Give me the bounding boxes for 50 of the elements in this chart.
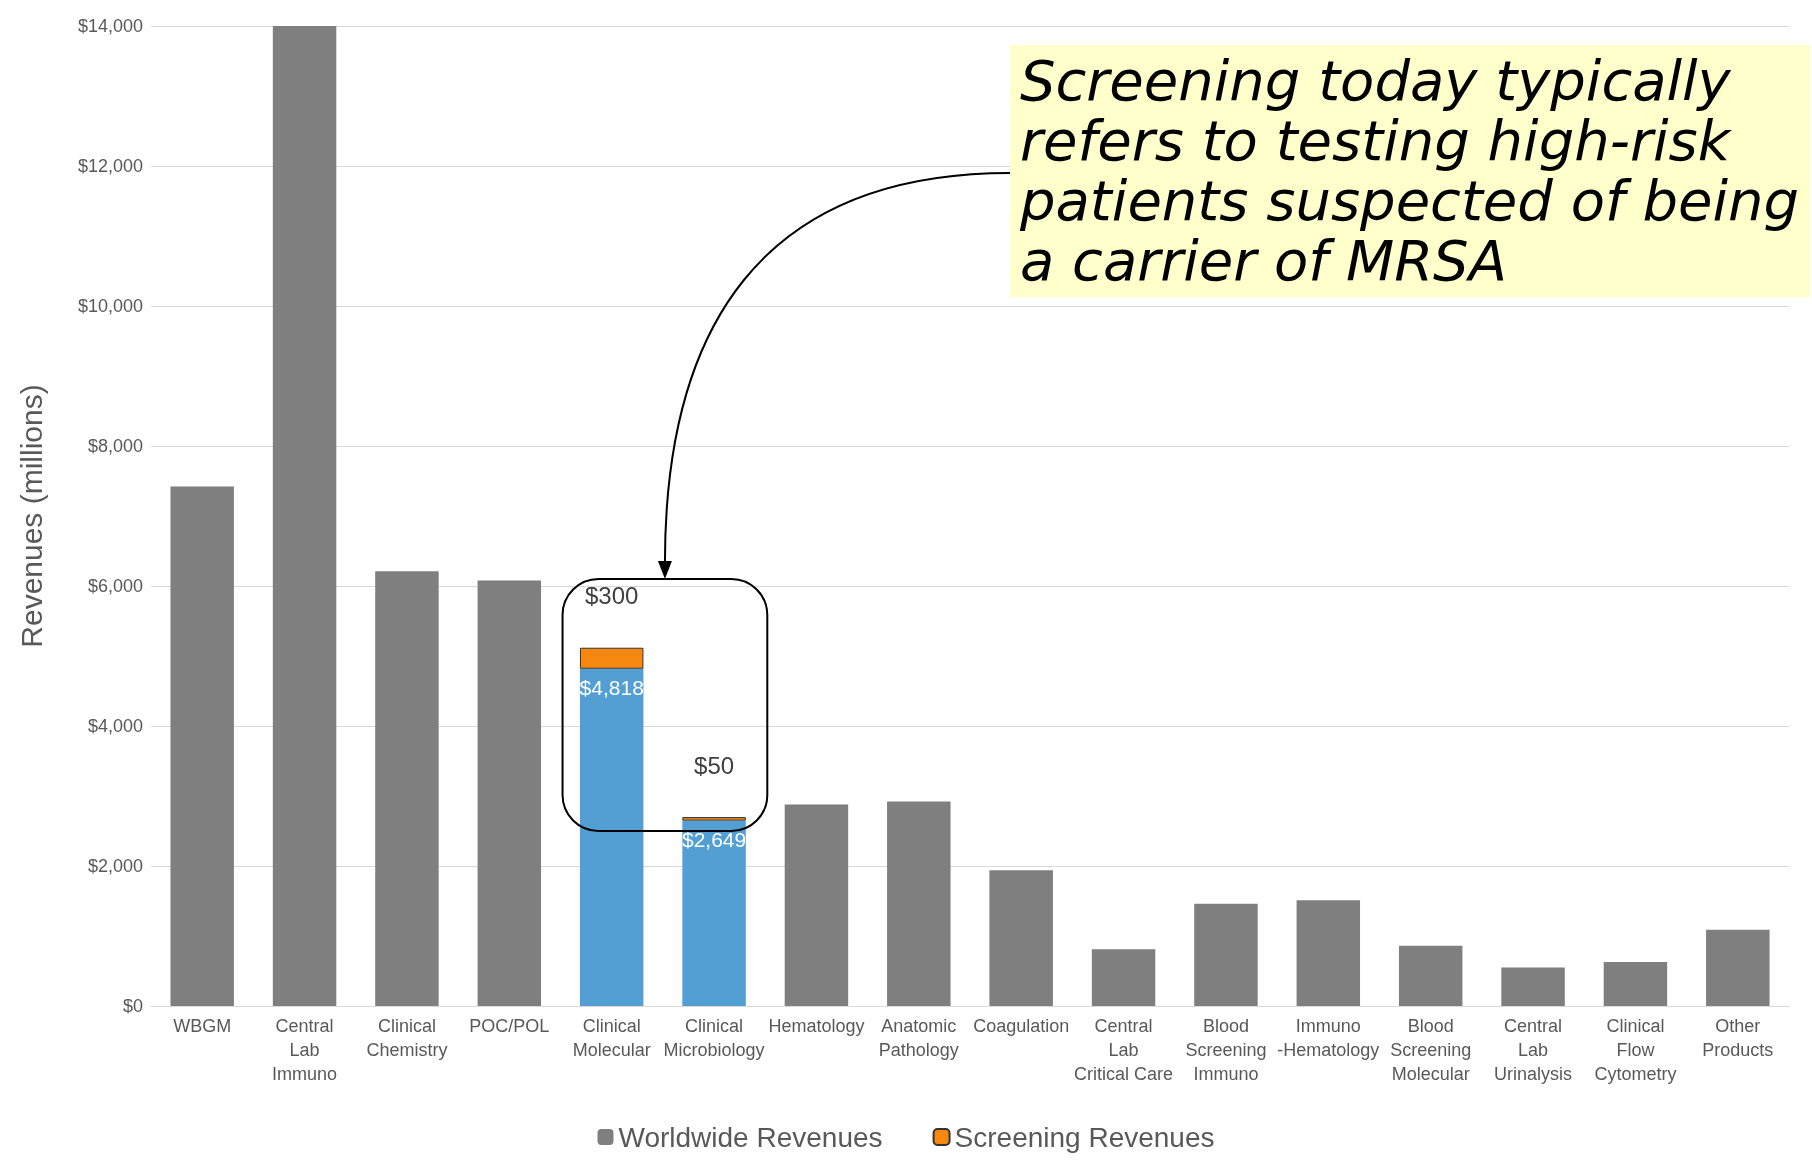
x-tick-label: Clinical Microbiology	[663, 1016, 765, 1060]
y-axis-title: Revenues (millions)	[14, 384, 48, 648]
bar	[477, 580, 542, 1006]
bar	[375, 571, 439, 1006]
bar	[784, 804, 849, 1006]
x-tick-label: Clinical Molecular	[572, 1016, 651, 1060]
bar	[579, 647, 644, 669]
y-tick-label: $12,000	[77, 156, 143, 176]
x-tick-label: WBGM	[173, 1016, 232, 1036]
legend-label: Worldwide Revenues	[618, 1121, 883, 1153]
bar	[682, 820, 746, 1006]
data-label: $300	[584, 582, 639, 610]
data-label: $50	[694, 751, 735, 779]
x-tick-label: Blood Screening Immuno	[1185, 1016, 1267, 1084]
data-label: $4,818	[579, 675, 644, 699]
x-tick-label: Anatomic Pathology	[878, 1016, 959, 1060]
bar	[272, 26, 337, 1006]
legend-label: Screening Revenues	[954, 1121, 1215, 1153]
bar	[170, 486, 234, 1006]
bar	[579, 668, 644, 1006]
x-tick-label: Clinical Chemistry	[366, 1016, 448, 1060]
bar	[1296, 900, 1361, 1006]
bar	[1501, 967, 1565, 1006]
x-tick-label: Other Products	[1702, 1016, 1774, 1060]
x-tick-label: Hematology	[768, 1016, 865, 1036]
y-tick-label: $10,000	[77, 296, 143, 316]
bar	[989, 870, 1053, 1006]
y-tick-label: $2,000	[87, 856, 143, 876]
annotation: Screening today typically refers to testing high-risk patients suspected of being a carrier of MRSA	[1010, 45, 1810, 297]
bar	[1091, 949, 1156, 1006]
data-label: $2,649	[681, 827, 747, 851]
x-tick-label: Blood Screening Molecular	[1390, 1016, 1472, 1084]
y-tick-label: $4,000	[87, 716, 143, 736]
x-tick-label: Coagulation	[973, 1016, 1070, 1036]
y-tick-label: $14,000	[77, 16, 143, 36]
y-tick-label: $6,000	[87, 576, 143, 596]
bar	[1603, 961, 1668, 1006]
bar	[887, 801, 951, 1006]
bar	[682, 817, 746, 821]
x-tick-label: Immuno -Hematology	[1277, 1016, 1380, 1060]
y-tick-label: $8,000	[87, 436, 143, 456]
x-tick-label: Central Lab Critical Care	[1074, 1016, 1174, 1084]
x-tick-label: Clinical Flow Cytometry	[1594, 1016, 1677, 1084]
x-tick-label: Central Lab Immuno	[272, 1016, 338, 1084]
bar	[1398, 945, 1463, 1006]
y-tick-label: $0	[122, 996, 143, 1016]
x-tick-label: POC/POL	[469, 1016, 550, 1036]
bar	[1706, 929, 1770, 1006]
x-tick-label: Central Lab Urinalysis	[1494, 1016, 1573, 1084]
bar	[1194, 903, 1258, 1006]
